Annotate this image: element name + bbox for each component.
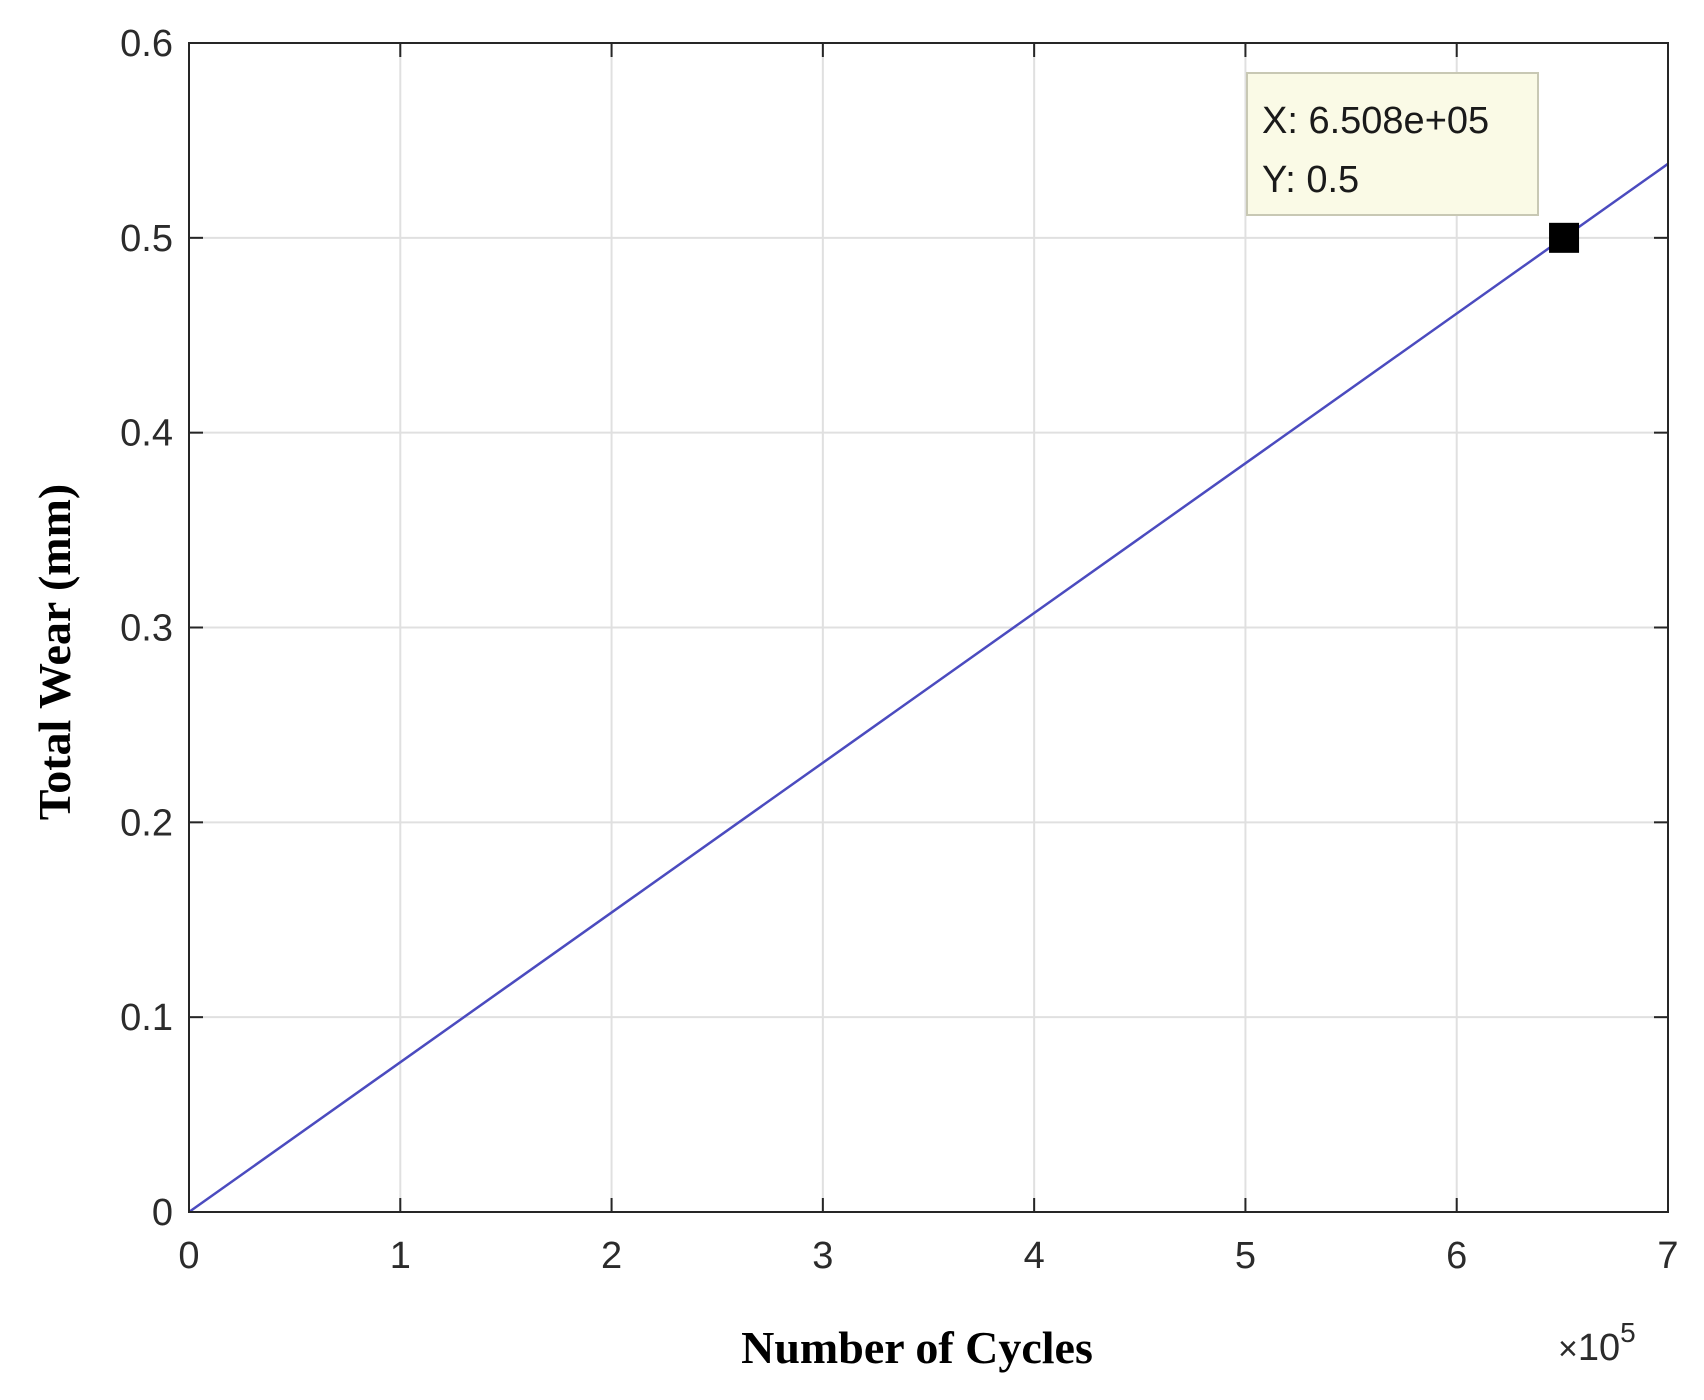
x-exponent-label: ×105 bbox=[1558, 1317, 1636, 1369]
x-tick-label: 7 bbox=[1657, 1235, 1678, 1277]
y-tick-label: 0.2 bbox=[120, 802, 173, 844]
y-tick-label: 0.5 bbox=[120, 218, 173, 260]
x-tick-labels: 0 1 2 3 4 5 6 7 bbox=[178, 1235, 1678, 1277]
x-tick-label: 6 bbox=[1446, 1235, 1467, 1277]
series-line bbox=[188, 162, 1669, 1214]
y-axis-title: Total Wear (mm) bbox=[29, 484, 80, 820]
x-axis-title: Number of Cycles bbox=[741, 1322, 1093, 1373]
tick-marks bbox=[188, 42, 1669, 1213]
x-exponent-multiplier: × bbox=[1558, 1330, 1578, 1368]
x-exponent-power: 5 bbox=[1620, 1317, 1636, 1348]
x-tick-label: 2 bbox=[601, 1235, 622, 1277]
y-tick-labels: 0 0.1 0.2 0.3 0.4 0.5 0.6 bbox=[120, 23, 173, 1234]
series-layer bbox=[188, 162, 1669, 1214]
y-tick-label: 0.6 bbox=[120, 23, 173, 65]
datatip-marker bbox=[1549, 222, 1580, 253]
x-tick-label: 1 bbox=[390, 1235, 411, 1277]
x-exponent-base: 10 bbox=[1578, 1327, 1620, 1369]
y-tick-label: 0.1 bbox=[120, 997, 173, 1039]
y-tick-label: 0.3 bbox=[120, 608, 173, 650]
datatip-x-text: X: 6.508e+05 bbox=[1262, 100, 1489, 142]
grid-lines bbox=[189, 43, 1668, 1212]
x-tick-label: 5 bbox=[1235, 1235, 1256, 1277]
x-tick-label: 0 bbox=[178, 1235, 199, 1277]
y-tick-label: 0.4 bbox=[120, 413, 173, 455]
y-tick-label: 0 bbox=[152, 1192, 173, 1234]
x-tick-label: 4 bbox=[1024, 1235, 1045, 1277]
datatip-y-text: Y: 0.5 bbox=[1262, 159, 1359, 201]
x-tick-label: 3 bbox=[812, 1235, 833, 1277]
datatip: X: 6.508e+05 Y: 0.5 bbox=[1246, 72, 1580, 253]
datatip-box bbox=[1246, 72, 1539, 216]
